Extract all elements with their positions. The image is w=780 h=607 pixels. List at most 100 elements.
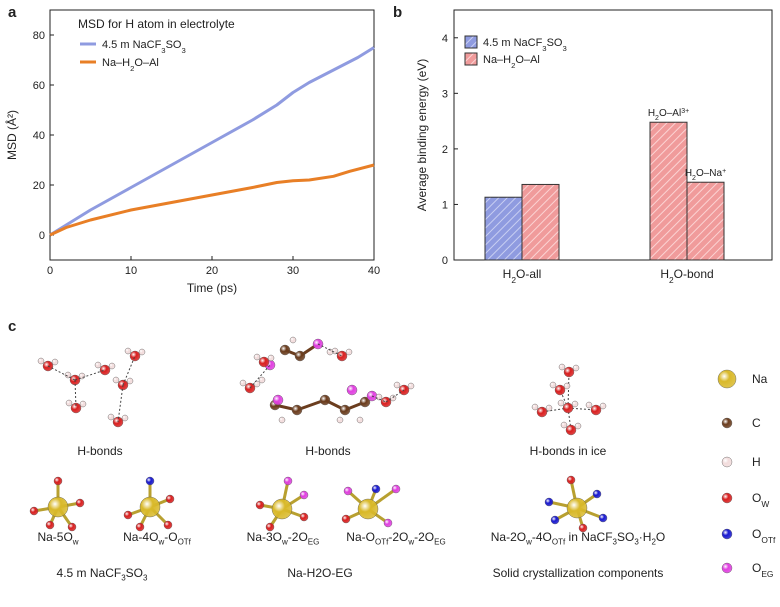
atom-h xyxy=(407,382,415,390)
atom-h xyxy=(112,376,120,384)
ice-water-molecule xyxy=(536,406,548,418)
water-oxygen xyxy=(45,520,55,530)
legend-atom-h xyxy=(721,456,733,468)
atom-h xyxy=(345,348,353,356)
water-oxygen xyxy=(135,522,145,532)
atom-h xyxy=(585,401,593,409)
legend-swatch-b-0 xyxy=(464,35,478,49)
atom-h xyxy=(126,377,134,385)
otf-oxygen xyxy=(544,497,554,507)
atom-h xyxy=(375,393,383,401)
group-label-na-h2o-eg: Na-H2O-EG xyxy=(287,566,353,580)
y-tick-label-a: 60 xyxy=(33,80,45,92)
atom-h xyxy=(571,400,579,408)
caption-na-5ow: Na-5Ow xyxy=(37,530,79,547)
atom-h xyxy=(107,413,115,421)
eg-oxygen xyxy=(343,486,353,496)
bar-label-h2o-na: H2O–Na+ xyxy=(685,168,726,182)
water-oxygen xyxy=(341,514,351,524)
h-bond xyxy=(567,371,570,409)
water-molecule xyxy=(258,356,270,368)
carbon-atom xyxy=(319,394,331,406)
atom-h xyxy=(108,362,116,370)
na-3ow-2oeg-sodium xyxy=(271,498,293,520)
group-label-solid: Solid crystallization components xyxy=(492,566,664,580)
atom-h xyxy=(545,404,553,412)
y-tick-label-b: 1 xyxy=(442,199,448,211)
ice-water-molecule xyxy=(590,404,602,416)
x-tick-label-a: 30 xyxy=(287,265,299,277)
water-oxygen xyxy=(265,522,275,532)
water-oxygen xyxy=(75,498,85,508)
caption-na-4ow-ootf: Na-4Ow-OOTf xyxy=(123,530,191,547)
caption-na-2ow-4ootf: Na-2Ow-4OOTf in NaCF3SO3·H2O xyxy=(490,530,666,547)
legend-atom-ow xyxy=(721,492,733,504)
bar-h2o-all-na-h2o-al xyxy=(521,183,560,261)
y-axis-label-b: Average binding energy (eV) xyxy=(415,59,429,212)
y-tick-label-a: 40 xyxy=(33,130,45,142)
y-tick-label-a: 80 xyxy=(33,30,45,42)
hydrogen-atom xyxy=(356,416,364,424)
x-category-label-h2o-bond: H2O-bond xyxy=(660,267,713,285)
ice-water-molecule xyxy=(563,366,575,378)
legend-label-a-0: 4.5 m NaCF3SO3 xyxy=(102,39,186,55)
eg-oxygen xyxy=(391,484,401,494)
atom-h xyxy=(138,348,146,356)
hydrogen-atom xyxy=(258,376,266,384)
atom-h xyxy=(121,414,129,422)
otf-oxygen xyxy=(371,484,381,494)
atom-h xyxy=(599,402,607,410)
water-oxygen xyxy=(67,522,77,532)
water-molecule xyxy=(99,364,111,376)
carbon-atom xyxy=(359,396,371,408)
eg-oxygen xyxy=(299,490,309,500)
atom-h xyxy=(253,353,261,361)
atom-h xyxy=(549,381,557,389)
h-bond xyxy=(47,365,76,381)
atom-h xyxy=(531,403,539,411)
caption-na-3ow-2oeg: Na-3Ow-2OEG xyxy=(246,530,320,547)
legend-label-b-1: Na–H2O–Al xyxy=(483,54,540,70)
series-line-0 xyxy=(49,46,375,237)
otf-oxygen xyxy=(592,489,602,499)
atom-h xyxy=(124,347,132,355)
carbon-atom xyxy=(279,344,291,356)
h-bond xyxy=(371,395,387,403)
panel-c-letter: c xyxy=(8,318,17,335)
y-tick-label-b: 4 xyxy=(442,33,448,45)
x-tick-label-a: 40 xyxy=(368,265,380,277)
caption-h-bonds-1: H-bonds xyxy=(77,444,123,458)
y-tick-label-a: 20 xyxy=(33,180,45,192)
water-oxygen xyxy=(566,475,576,485)
legend-label-ootf: OOTf xyxy=(752,527,776,545)
atom-h xyxy=(37,357,45,365)
hydrogen-atom xyxy=(278,416,286,424)
water-oxygen xyxy=(163,520,173,530)
hydrogen-atom xyxy=(289,336,297,344)
atom-h xyxy=(563,382,571,390)
legend-atom-na xyxy=(717,369,737,389)
otf-oxygen xyxy=(598,513,608,523)
h-bond xyxy=(74,369,106,381)
na-5ow-sodium xyxy=(47,496,69,518)
atom-h xyxy=(65,399,73,407)
eg-oxygen xyxy=(346,384,358,396)
legend-label-na: Na xyxy=(752,372,768,386)
na-ootf-2ow-2oeg-sodium xyxy=(357,498,379,520)
atom-h xyxy=(572,364,580,372)
y-tick-label-a: 0 xyxy=(39,230,45,242)
panel-b-letter: b xyxy=(393,4,403,21)
bar-h2o-na xyxy=(686,181,725,261)
atom-h xyxy=(267,354,275,362)
atom-h xyxy=(560,421,568,429)
legend-label-b-0: 4.5 m NaCF3SO3 xyxy=(483,37,567,53)
water-molecule xyxy=(336,350,348,362)
x-axis-label-a: Time (ps) xyxy=(187,281,237,295)
chart-a-title: MSD for H atom in electrolyte xyxy=(78,17,235,31)
atom-h xyxy=(574,422,582,430)
y-tick-label-b: 2 xyxy=(442,144,448,156)
legend-label-c: C xyxy=(752,416,761,430)
legend-label-ow: OW xyxy=(752,491,769,509)
